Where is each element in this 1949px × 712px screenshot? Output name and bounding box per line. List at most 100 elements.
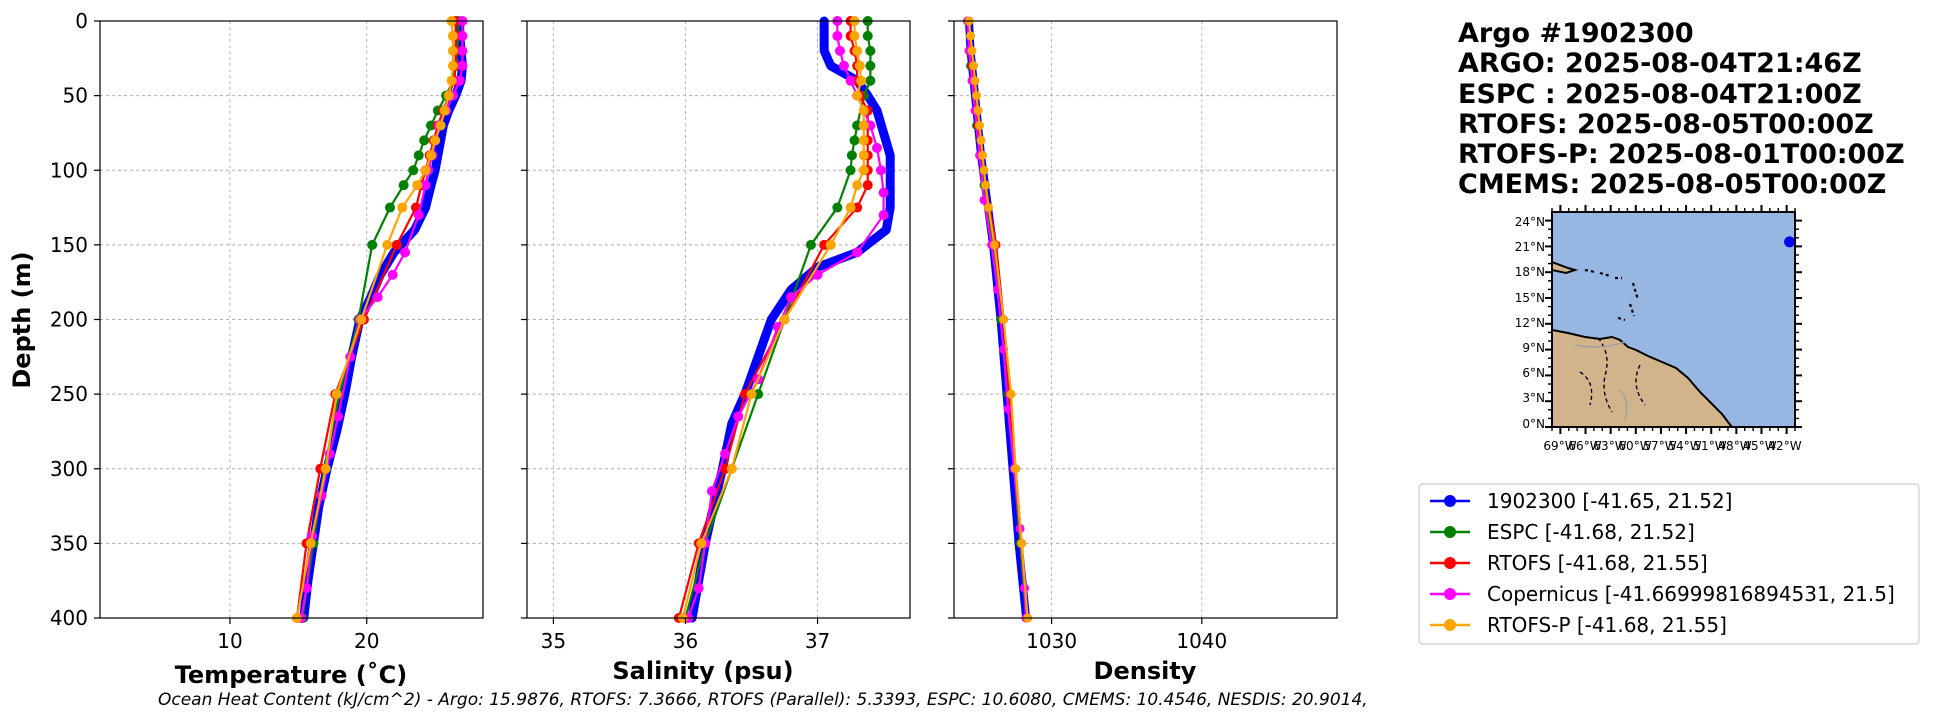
legend-swatch-marker (1444, 619, 1456, 631)
map-lat-label: 18°N (1515, 265, 1545, 279)
island-outlines (1584, 268, 1640, 322)
temperature-series-copernicus-point (457, 60, 468, 71)
map-lon-label: 60°W (1618, 439, 1651, 453)
salinity-series-argo-point (872, 106, 881, 115)
temperature-series-copernicus-point (454, 75, 465, 86)
salinity-series-rtofsp-point (858, 120, 869, 131)
salinity-series-argo-point (826, 61, 835, 70)
info-espc-time: ESPC : 2025-08-04T21:00Z (1458, 79, 1862, 110)
salinity-series-espc-point (849, 135, 860, 146)
salinity-series-argo-point (820, 46, 829, 55)
salinity-series-espc-point (865, 60, 876, 71)
density-series-rtofsp-point (972, 91, 982, 101)
salinity-x-tick-label: 36 (673, 629, 698, 653)
salinity-series-argo-point (886, 151, 895, 160)
salinity-x-tick-label: 35 (541, 629, 566, 653)
temperature-series-rtofsp-point (331, 389, 342, 400)
map-lat-label: 12°N (1515, 316, 1545, 330)
info-rtofsp-time: RTOFS-P: 2025-08-01T00:00Z (1458, 139, 1905, 170)
salinity-series-espc-point (846, 150, 857, 161)
temperature-series-rtofsp-point (447, 45, 458, 56)
temperature-series-copernicus-point (413, 210, 424, 221)
salinity-series-argo-point (754, 352, 763, 361)
map-lat-label: 3°N (1522, 391, 1545, 405)
salinity-series-rtofsp-point (852, 90, 863, 101)
salinity-series-argo-point (787, 285, 796, 294)
temperature-series-espc-point (367, 239, 378, 250)
temperature-series-rtofsp-point (446, 75, 457, 86)
density-series-rtofsp-point (979, 165, 989, 175)
temperature-panel: 10 20 0 50 100 150 200 250 300 350 400 Temperatur… (8, 9, 484, 689)
map-lon-label: 66°W (1568, 439, 1601, 453)
rivers (1574, 341, 1628, 421)
map-land-group (1552, 236, 1795, 427)
map-lon-label: 57°W (1643, 439, 1676, 453)
salinity-series-espc-point (865, 45, 876, 56)
temperature-series-copernicus-point (457, 30, 468, 41)
depth-y-tick-label: 0 (75, 9, 88, 33)
density-series-rtofsp-point (1011, 464, 1021, 474)
density-series-rtofsp-point (990, 240, 1000, 250)
density-series-rtofsp-point (969, 61, 979, 71)
density-series-rtofsp-point (978, 150, 988, 160)
depth-y-tick-label: 400 (50, 606, 88, 630)
temperature-series-copernicus-point (420, 180, 431, 191)
legend-swatch-marker (1444, 526, 1456, 538)
temperature-y-ticks: 0 50 100 150 200 250 300 350 400 (50, 9, 100, 630)
salinity-panel: 35 36 37 Salinity (psu) (521, 16, 911, 685)
ocean-heat-content-footer: Ocean Heat Content (kJ/cm^2) - Argo: 15.… (158, 690, 1368, 710)
density-x-tick-label: 1040 (1176, 629, 1227, 653)
salinity-series-argo-point (886, 203, 895, 212)
map-lon-label: 69°W (1543, 439, 1576, 453)
profile-info: Argo #1902300 ARGO: 2025-08-04T21:46Z ES… (1458, 18, 1905, 200)
depth-y-tick-label: 50 (63, 84, 88, 108)
salinity-series-espc-point (865, 75, 876, 86)
info-title: Argo #1902300 (1458, 18, 1694, 49)
density-series-rtofsp-point (984, 203, 994, 213)
temperature-series-espc-point (413, 150, 424, 161)
south-america-land (1552, 328, 1734, 427)
temperature-series-rtofsp-point (447, 60, 458, 71)
density-x-label: Density (1094, 657, 1197, 685)
density-series-rtofsp-point (981, 180, 991, 190)
salinity-series-rtofsp-point (852, 180, 863, 191)
depth-y-tick-label: 100 (50, 158, 88, 182)
density-series-copernicus-point (1003, 404, 1013, 414)
salinity-series-rtofsp-point (856, 75, 867, 86)
salinity-series-copernicus-point (733, 411, 744, 422)
temperature-series-argo-point (431, 166, 440, 175)
salinity-series-copernicus-point (832, 30, 843, 41)
info-rtofs-time: RTOFS: 2025-08-05T00:00Z (1458, 109, 1874, 140)
legend-label: ESPC [-41.68, 21.52] (1487, 520, 1695, 544)
density-series (963, 16, 1033, 623)
salinity-series-copernicus-point (835, 45, 845, 56)
density-series-rtofsp-point (970, 76, 980, 86)
legend-swatch-marker (1444, 557, 1456, 569)
depth-y-tick-label: 350 (50, 531, 88, 555)
legend-label: RTOFS-P [-41.68, 21.55] (1487, 613, 1727, 637)
temperature-series-rtofs-point (391, 239, 402, 250)
salinity-series-argo-point (886, 181, 895, 190)
legend-box (1418, 483, 1920, 645)
temperature-x-tick-label: 20 (354, 629, 379, 653)
density-panel: 1030 1040 Density (948, 16, 1338, 685)
density-series-rtofsp-point (967, 46, 977, 56)
salinity-x-tick-label: 37 (805, 629, 830, 653)
density-series-rtofsp-point (973, 106, 983, 116)
temperature-series-argo-point (421, 203, 430, 212)
density-y-ticks (948, 20, 954, 619)
salinity-series-rtofsp-point (849, 30, 860, 41)
map-frame (1551, 211, 1796, 428)
temperature-series-rtofsp-point (426, 150, 437, 161)
salinity-series-espc-point (845, 165, 856, 176)
salinity-series-argo-point (820, 31, 829, 40)
temperature-series-rtofsp-point (447, 30, 458, 41)
salinity-series-copernicus-point (693, 583, 704, 594)
temperature-series-rtofsp-point (412, 180, 423, 191)
temperature-series-rtofsp-point (356, 314, 367, 325)
salinity-series-rtofsp-point (845, 202, 856, 213)
density-x-tick-label: 1030 (1026, 629, 1077, 653)
temperature-series-copernicus-point (387, 269, 398, 280)
temperature-series (291, 16, 468, 623)
density-series-rtofsp-point (1017, 538, 1027, 548)
